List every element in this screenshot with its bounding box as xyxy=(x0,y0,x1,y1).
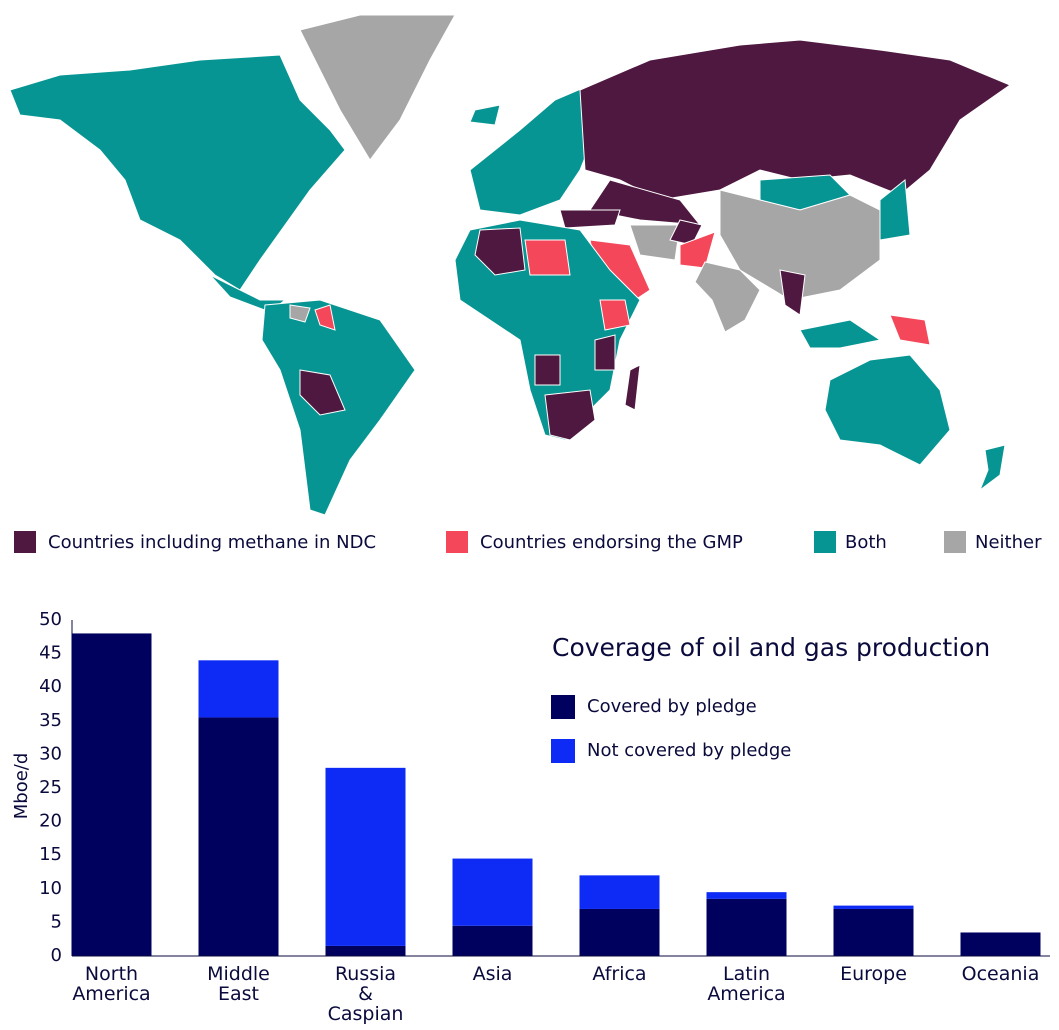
x-tick-label: Africa xyxy=(592,963,647,985)
y-tick-label: 15 xyxy=(39,844,62,865)
chart-title: Coverage of oil and gas production xyxy=(552,633,990,662)
legend-swatch xyxy=(944,531,966,553)
x-tick-label: Oceania xyxy=(961,963,1040,985)
china xyxy=(719,189,881,301)
libya xyxy=(524,239,571,276)
bar-segment xyxy=(325,767,406,946)
tanzania xyxy=(594,334,616,371)
bar-segment xyxy=(452,858,533,926)
algeria xyxy=(474,227,526,276)
angola xyxy=(534,354,561,386)
legend-swatch xyxy=(814,531,836,553)
bar-segment xyxy=(706,892,787,899)
ethiopia xyxy=(599,299,631,331)
legend-label: Countries endorsing the GMP xyxy=(480,532,743,553)
south-africa xyxy=(544,389,596,441)
bar-segment xyxy=(706,898,787,956)
legend-label: Not covered by pledge xyxy=(587,740,791,761)
y-tick-label: 0 xyxy=(51,945,62,966)
indonesia xyxy=(799,319,882,349)
legend-swatch xyxy=(446,531,468,553)
x-tick-label: Russia & Caspian xyxy=(327,963,404,1025)
russia xyxy=(579,39,1012,201)
y-axis-label: Mboe/d xyxy=(11,753,32,820)
southeast-asia xyxy=(779,269,806,316)
madagascar xyxy=(624,364,641,411)
bar-segment xyxy=(960,932,1041,956)
bar-segment xyxy=(452,925,533,956)
y-tick-label: 5 xyxy=(51,911,62,932)
greenland xyxy=(299,14,456,161)
bolivia-paraguay xyxy=(299,369,346,416)
australia xyxy=(824,354,951,466)
bar-segment xyxy=(579,908,660,956)
iceland xyxy=(469,104,501,126)
legend-label: Neither xyxy=(975,532,1042,553)
turkey xyxy=(559,209,621,229)
legend-label: Both xyxy=(845,532,887,553)
new-zealand xyxy=(978,444,1006,492)
bar-segment xyxy=(71,633,152,956)
legend-label: Countries including methane in NDC xyxy=(48,532,376,553)
y-tick-label: 10 xyxy=(39,878,62,899)
legend-swatch xyxy=(551,695,575,719)
legend-swatch xyxy=(551,739,575,763)
iran xyxy=(629,224,681,261)
y-tick-label: 50 xyxy=(39,609,62,630)
y-tick-label: 20 xyxy=(39,811,62,832)
bar-segment xyxy=(325,945,406,956)
north-america xyxy=(9,54,346,291)
guyana xyxy=(289,304,311,323)
y-tick-label: 45 xyxy=(39,643,62,664)
y-tick-label: 30 xyxy=(39,743,62,764)
y-tick-label: 35 xyxy=(39,710,62,731)
legend-swatch xyxy=(14,531,36,553)
x-tick-label: North America xyxy=(72,963,151,1005)
india xyxy=(694,261,761,333)
x-tick-label: Europe xyxy=(840,963,907,985)
y-tick-label: 40 xyxy=(39,676,62,697)
x-tick-label: Latin America xyxy=(707,963,786,1005)
world-map xyxy=(9,14,1012,516)
bar-segment xyxy=(198,660,279,718)
papua-new-guinea xyxy=(889,314,931,346)
bar-segment xyxy=(833,908,914,956)
y-tick-label: 25 xyxy=(39,777,62,798)
x-tick-label: Middle East xyxy=(207,963,270,1005)
bar-segment xyxy=(579,875,660,909)
bar-segment xyxy=(833,905,914,909)
legend-label: Covered by pledge xyxy=(587,696,757,717)
japan xyxy=(879,179,911,241)
bar-segment xyxy=(198,717,279,956)
x-tick-label: Asia xyxy=(472,963,513,985)
venezuela xyxy=(314,304,336,331)
